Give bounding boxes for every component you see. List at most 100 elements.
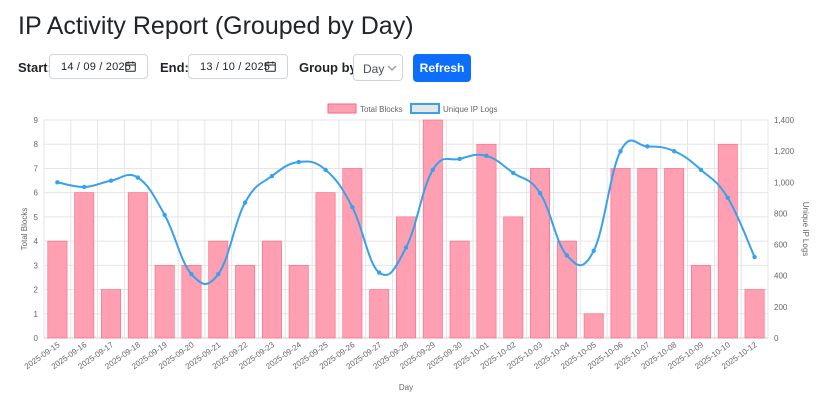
y-tick-label: 7 [34,164,39,173]
bar[interactable] [556,240,577,339]
y-tick-label: 9 [34,116,39,125]
bar[interactable] [154,265,175,339]
bar[interactable] [127,192,148,339]
line-point[interactable] [484,153,489,159]
line-point[interactable] [216,271,221,277]
refresh-button[interactable]: Refresh [413,54,471,82]
y-axis-right: 0 200 400 600 800 1,000 1,200 1,400 [774,116,795,343]
y2-tick-label: 200 [774,303,788,312]
bar[interactable] [476,143,497,339]
legend-swatch-unique-ip-logs[interactable] [410,103,440,114]
bar[interactable] [744,289,765,339]
line-point[interactable] [403,245,409,250]
chevron-down-icon [387,65,397,71]
bar[interactable] [47,240,68,339]
group-by-label: Group by: [299,60,362,75]
bar[interactable] [315,192,336,339]
bar[interactable] [503,216,524,339]
bar[interactable] [235,265,256,339]
bar[interactable] [74,192,95,339]
line-point[interactable] [269,173,275,179]
legend-label-unique-ip-logs[interactable]: Unique IP Logs [443,105,498,114]
bar-series [47,119,765,339]
line-point[interactable] [55,180,60,185]
y-tick-label: 6 [34,189,39,198]
y2-tick-label: 400 [774,272,788,281]
bar[interactable] [583,313,604,339]
unique-ip-line [57,139,756,285]
y-tick-label: 0 [34,334,39,343]
activity-chart: Total Blocks Unique IP Logs 0 1 2 3 4 5 6 7 8 9 0… [20,103,810,392]
bar[interactable] [288,265,309,339]
line-point[interactable] [671,148,677,154]
y-tick-label: 4 [34,237,39,246]
chart-legend: Total Blocks Unique IP Logs [327,103,498,114]
bar[interactable] [530,168,551,339]
bar[interactable] [691,265,711,339]
end-label: End: [160,60,189,75]
y2-tick-label: 0 [774,334,779,343]
page-title: IP Activity Report (Grouped by Day) [18,12,414,40]
legend-label-total-blocks[interactable]: Total Blocks [360,105,403,114]
bar[interactable] [422,119,443,339]
group-by-select[interactable]: Day [353,54,403,81]
start-date-value: 14 / 09 / 2025 [61,60,132,73]
y-tick-label: 5 [34,213,39,222]
y2-tick-label: 1,000 [774,178,795,187]
line-point[interactable] [162,212,167,218]
line-point[interactable] [242,200,248,205]
line-point[interactable] [457,156,462,162]
bar[interactable] [208,240,229,339]
line-point[interactable] [350,205,355,210]
bar[interactable] [717,143,738,339]
legend-swatch-total-blocks[interactable] [327,103,357,114]
line-point[interactable] [537,190,543,196]
bar[interactable] [664,168,685,339]
line-point[interactable] [430,167,436,173]
end-date-value: 13 / 10 / 2025 [200,60,271,73]
y-tick-label: 8 [34,140,39,149]
calendar-icon[interactable] [265,61,276,72]
bar[interactable] [637,168,658,339]
line-point[interactable] [296,159,301,165]
line-point[interactable] [618,148,623,154]
y2-tick-label: 1,200 [774,147,795,156]
end-date-input[interactable]: 13 / 10 / 2025 [188,54,288,79]
y2-tick-label: 600 [774,241,788,250]
line-point[interactable] [564,253,570,258]
line-series [55,139,757,285]
y-tick-label: 2 [34,286,39,295]
bar[interactable] [610,168,631,339]
line-point[interactable] [323,167,328,173]
bar[interactable] [261,240,282,339]
bar[interactable] [369,289,390,339]
line-point[interactable] [698,167,704,173]
y2-tick-label: 800 [774,209,788,218]
y-axis-left: 0 1 2 3 4 5 6 7 8 9 [34,116,39,343]
bar[interactable] [181,265,202,339]
line-point[interactable] [752,254,757,260]
y-tick-label: 1 [34,310,39,319]
line-point[interactable] [135,175,141,180]
bar[interactable] [342,168,363,339]
filter-controls: Start: 14 / 09 / 2025 End: 13 / 10 / 202… [0,0,827,90]
line-point[interactable] [82,184,87,190]
line-point[interactable] [511,170,516,176]
y-axis-title: Total Blocks [20,208,29,251]
calendar-icon[interactable] [125,61,136,72]
line-point[interactable] [376,270,382,275]
line-point[interactable] [591,248,596,253]
bar[interactable] [396,216,416,339]
y2-axis-title: Unique IP Logs [801,202,810,257]
line-point[interactable] [108,178,114,183]
x-axis-title: Day [399,383,413,392]
line-point[interactable] [189,271,194,277]
start-label: Start: [18,60,52,75]
y-tick-label: 3 [34,261,39,270]
start-date-input[interactable]: 14 / 09 / 2025 [49,54,148,79]
bar[interactable] [101,289,121,339]
group-by-value: Day [363,62,385,76]
line-point[interactable] [645,144,650,149]
bar[interactable] [449,240,470,339]
line-point[interactable] [725,195,730,201]
